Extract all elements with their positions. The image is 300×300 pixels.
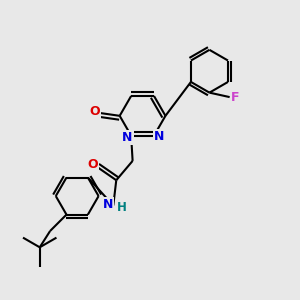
Text: O: O bbox=[89, 105, 100, 118]
Text: F: F bbox=[231, 91, 240, 103]
Text: N: N bbox=[122, 130, 133, 144]
Text: N: N bbox=[103, 198, 113, 212]
Text: N: N bbox=[154, 130, 164, 143]
Text: H: H bbox=[117, 201, 127, 214]
Text: O: O bbox=[87, 158, 98, 171]
